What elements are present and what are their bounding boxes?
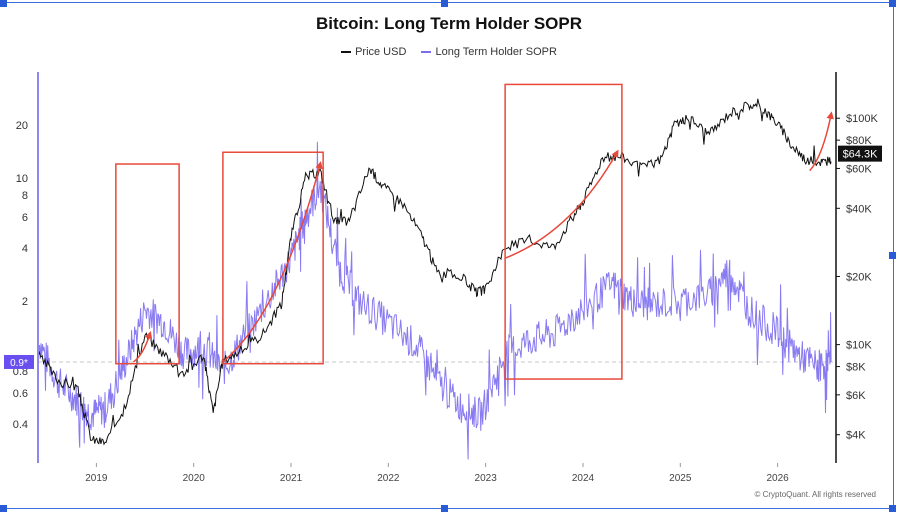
x-tick-label: 2020 [183,473,206,484]
right-tick-label: $4K [846,430,866,442]
resize-handle-top-right[interactable] [889,0,896,7]
resize-handle-top-left[interactable] [0,0,7,7]
legend-label-price: Price USD [355,46,407,58]
legend-label-sopr: Long Term Holder SOPR [435,46,557,58]
highlight-box [222,151,324,365]
left-tick-label: 0.6 [13,388,28,400]
right-tick-label: $20K [846,271,872,283]
x-tick-label: 2021 [280,473,303,484]
x-tick-label: 2024 [572,473,595,484]
axis-layer: 20 10 8 6 4 2 0.8 0.6 0.4 $100K $80K $60K $40K $20K $1… [4,72,882,484]
left-tick-label: 20 [16,120,28,132]
trend-arrow [809,111,834,172]
last-price-label: $64.3K [843,149,879,161]
trend-arrow [504,149,619,259]
series-line-sopr [37,141,832,460]
left-tick-label: 0.4 [13,419,28,431]
right-tick-label: $60K [846,163,872,175]
x-tick-label: 2019 [85,473,108,484]
highlight-box [504,83,623,380]
left-tick-label: 2 [22,296,28,308]
x-tick-label: 2022 [377,473,400,484]
legend-swatch-price [341,51,352,54]
trend-arrow [222,161,323,363]
right-tick-label: $10K [846,340,872,352]
reference-line-label: 0.9* [10,358,28,369]
legend-item-sopr[interactable]: Long Term Holder SOPR [421,46,557,58]
highlight-box [115,163,180,365]
left-tick-label: 8 [22,190,28,202]
copyright-credit: © CryptoQuant. All rights reserved [754,490,877,499]
legend-item-price[interactable]: Price USD [341,46,406,58]
last-price-marker [838,145,882,162]
left-tick-label: 4 [22,243,28,255]
selection-border-top [0,2,896,3]
legend-swatch-sopr [421,51,432,54]
right-tick-label: $6K [846,390,866,402]
chart-title: Bitcoin: Long Term Holder SOPR [315,14,583,33]
left-tick-label: 0.8 [13,366,28,378]
x-tick-label: 2025 [669,473,692,484]
resize-handle-bottom-middle[interactable] [441,505,448,512]
series-line-price [37,98,832,446]
reference-line-marker [4,354,34,369]
price-layer [37,98,832,446]
chart-legend: Price USD Long Term Holder SOPR [0,46,898,58]
trend-arrow [132,331,153,363]
resize-handle-top-middle[interactable] [441,0,448,7]
left-tick-label: 6 [22,212,28,224]
resize-handle-bottom-right[interactable] [889,505,896,512]
right-tick-label: $40K [846,203,872,215]
selection-border-bottom [0,508,896,509]
sopr-layer [37,141,832,460]
x-tick-label: 2023 [475,473,498,484]
resize-handle-middle-right[interactable] [889,252,896,259]
x-tick-label: 2026 [766,473,789,484]
right-tick-label: $8K [846,362,866,374]
right-tick-label: $100K [846,113,878,125]
right-tick-label: $80K [846,135,872,147]
left-tick-label: 10 [16,173,28,185]
resize-handle-bottom-left[interactable] [0,505,7,512]
annotation-layer [115,83,834,380]
